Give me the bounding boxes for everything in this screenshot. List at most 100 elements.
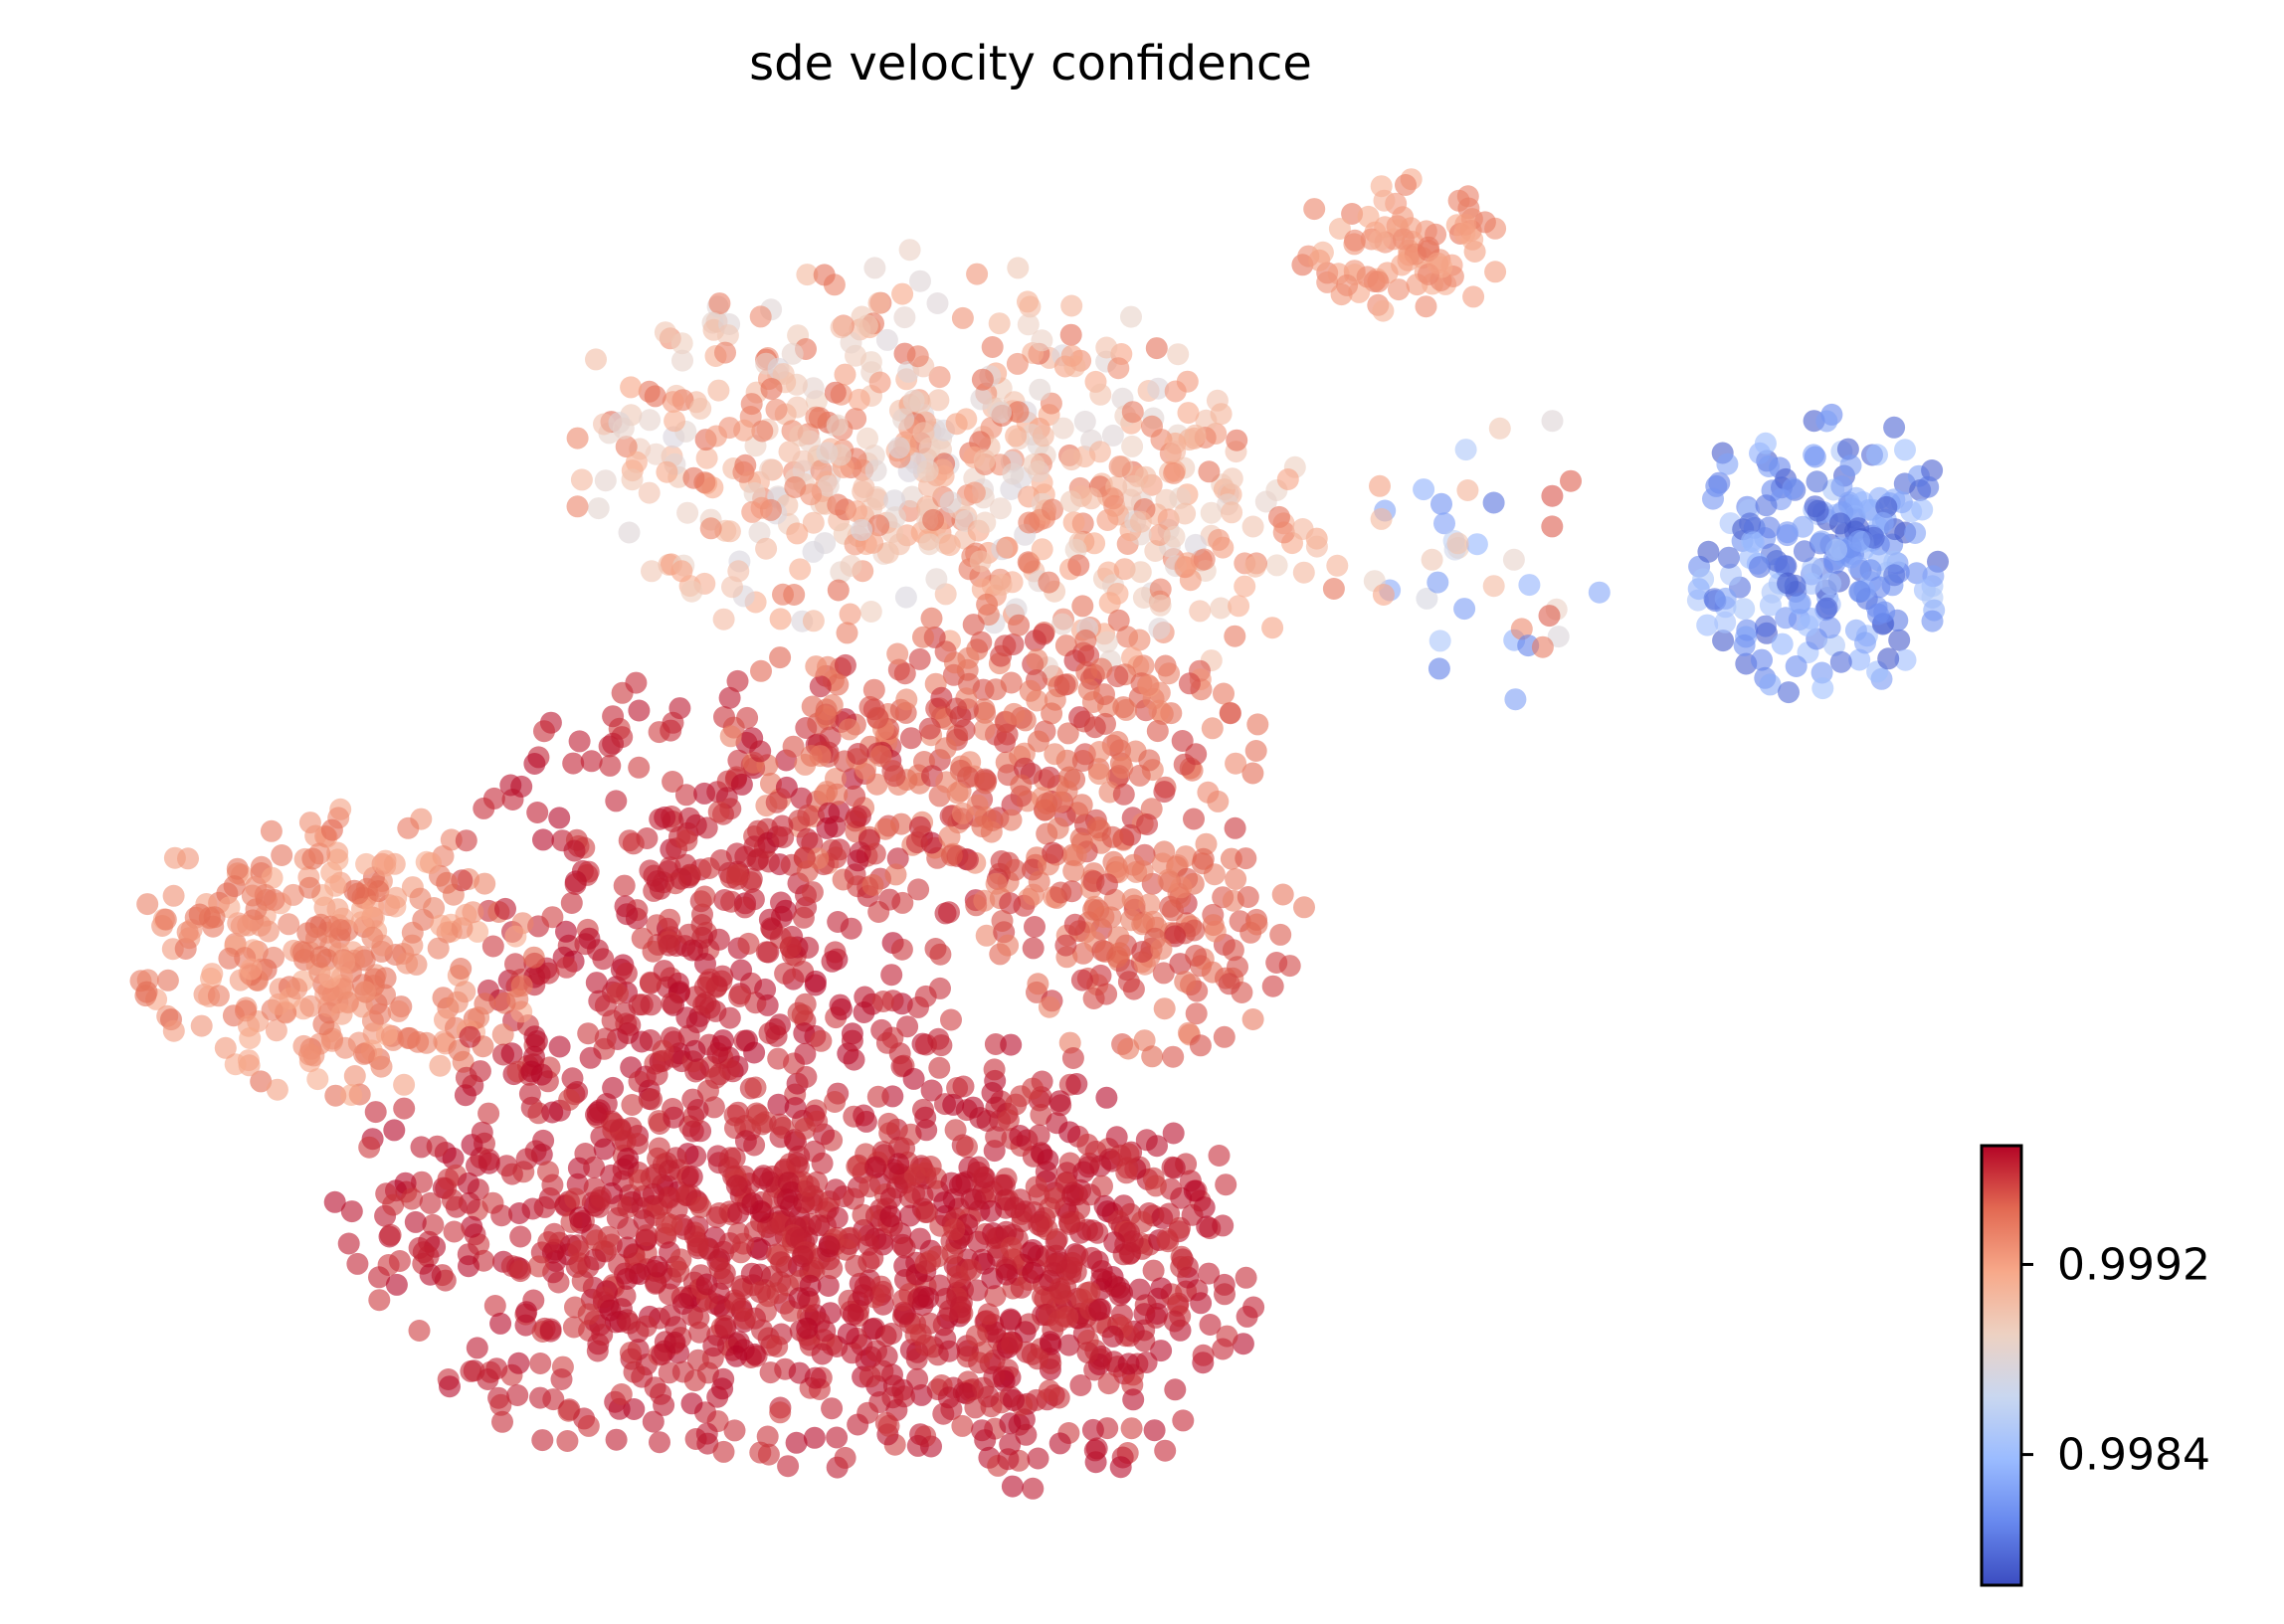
scatter-point (1859, 559, 1882, 582)
scatter-point (918, 717, 941, 740)
scatter-point (940, 844, 963, 867)
scatter-point (885, 1176, 908, 1199)
scatter-point (541, 1241, 564, 1264)
scatter-point (500, 1042, 523, 1065)
scatter-point (625, 671, 648, 694)
scatter-point (1105, 1126, 1128, 1149)
scatter-point (531, 1429, 554, 1452)
scatter-point (1197, 781, 1220, 804)
scatter-point (420, 851, 442, 874)
scatter-point (1147, 377, 1170, 400)
scatter-point (996, 1263, 1018, 1286)
scatter-point (1095, 336, 1118, 359)
scatter-point (662, 711, 684, 734)
scatter-point (914, 1200, 937, 1223)
scatter-point (529, 1353, 552, 1374)
scatter-point (1210, 403, 1233, 426)
scatter-point (1048, 1432, 1071, 1455)
scatter-point (856, 427, 878, 450)
scatter-point (460, 1359, 482, 1382)
scatter-point (506, 1384, 529, 1406)
scatter-point (707, 379, 730, 402)
scatter-point (826, 783, 849, 806)
scatter-point (427, 937, 450, 960)
colorbar: 0.9984 0.9992 (1980, 1144, 2210, 1587)
scatter-point (292, 941, 314, 964)
scatter-point (1911, 498, 1934, 521)
scatter-point (1269, 923, 1292, 946)
scatter-point (593, 1138, 616, 1161)
scatter-point (796, 860, 819, 883)
scatter-point (499, 774, 522, 797)
scatter-point (972, 1166, 995, 1188)
scatter-point (727, 1101, 749, 1124)
scatter-point (584, 1248, 607, 1271)
scatter-point (826, 1426, 849, 1449)
scatter-point (964, 1188, 987, 1211)
scatter-point (450, 958, 473, 980)
scatter-point (1413, 478, 1435, 501)
scatter-point (865, 1340, 887, 1362)
scatter-point (1866, 444, 1888, 466)
scatter-point (1046, 1252, 1068, 1275)
scatter-point (224, 1053, 247, 1076)
scatter-point (821, 1397, 844, 1420)
scatter-point (1697, 540, 1720, 563)
scatter-point (1241, 762, 1264, 785)
scatter-point (1099, 906, 1122, 929)
scatter-point (996, 536, 1019, 559)
scatter-point (1048, 1277, 1071, 1300)
scatter-point (504, 953, 526, 976)
scatter-point (912, 626, 934, 648)
colorbar-tick-label: 0.9984 (2057, 1430, 2210, 1481)
scatter-point (834, 653, 856, 676)
scatter-point (1482, 575, 1505, 598)
scatter-point (368, 1289, 391, 1312)
scatter-point (924, 938, 947, 960)
scatter-point (1006, 352, 1029, 375)
scatter-point (1177, 402, 1200, 425)
scatter-point (1162, 1122, 1185, 1145)
scatter-point (1228, 595, 1250, 618)
scatter-point (1103, 1231, 1126, 1254)
scatter-point (707, 801, 730, 823)
scatter-point (1081, 1219, 1104, 1242)
scatter-point (1172, 1409, 1195, 1432)
scatter-point (1032, 425, 1054, 448)
scatter-point (1189, 1034, 1212, 1057)
scatter-point (1222, 939, 1244, 962)
scatter-point (190, 1014, 213, 1037)
scatter-point (1245, 913, 1268, 936)
scatter-point (355, 852, 378, 875)
scatter-point (755, 537, 778, 560)
scatter-point (1031, 329, 1053, 352)
scatter-point (585, 348, 607, 371)
scatter-point (970, 388, 993, 411)
scatter-point (765, 791, 788, 813)
scatter-point (801, 881, 824, 904)
scatter-point (577, 1303, 600, 1326)
scatter-point (1055, 780, 1078, 803)
scatter-point (676, 501, 699, 524)
scatter-point (1904, 522, 1927, 544)
scatter-point (1754, 615, 1777, 637)
scatter-point (1141, 415, 1163, 438)
scatter-point (1010, 774, 1033, 797)
scatter-point (437, 1168, 460, 1190)
scatter-point (1128, 1278, 1151, 1301)
scatter-point (1112, 696, 1135, 719)
scatter-point (577, 1022, 600, 1045)
scatter-point (981, 336, 1004, 358)
scatter-point (401, 1187, 423, 1210)
scatter-point (1488, 417, 1511, 440)
scatter-point (670, 560, 693, 583)
scatter-point (725, 863, 748, 886)
scatter-point (298, 876, 321, 899)
scatter-point (728, 985, 751, 1007)
scatter-point (1210, 597, 1233, 620)
scatter-point (970, 631, 993, 653)
scatter-point (494, 897, 516, 920)
scatter-point (770, 1251, 793, 1274)
scatter-point (689, 397, 712, 420)
scatter-point (708, 292, 731, 315)
